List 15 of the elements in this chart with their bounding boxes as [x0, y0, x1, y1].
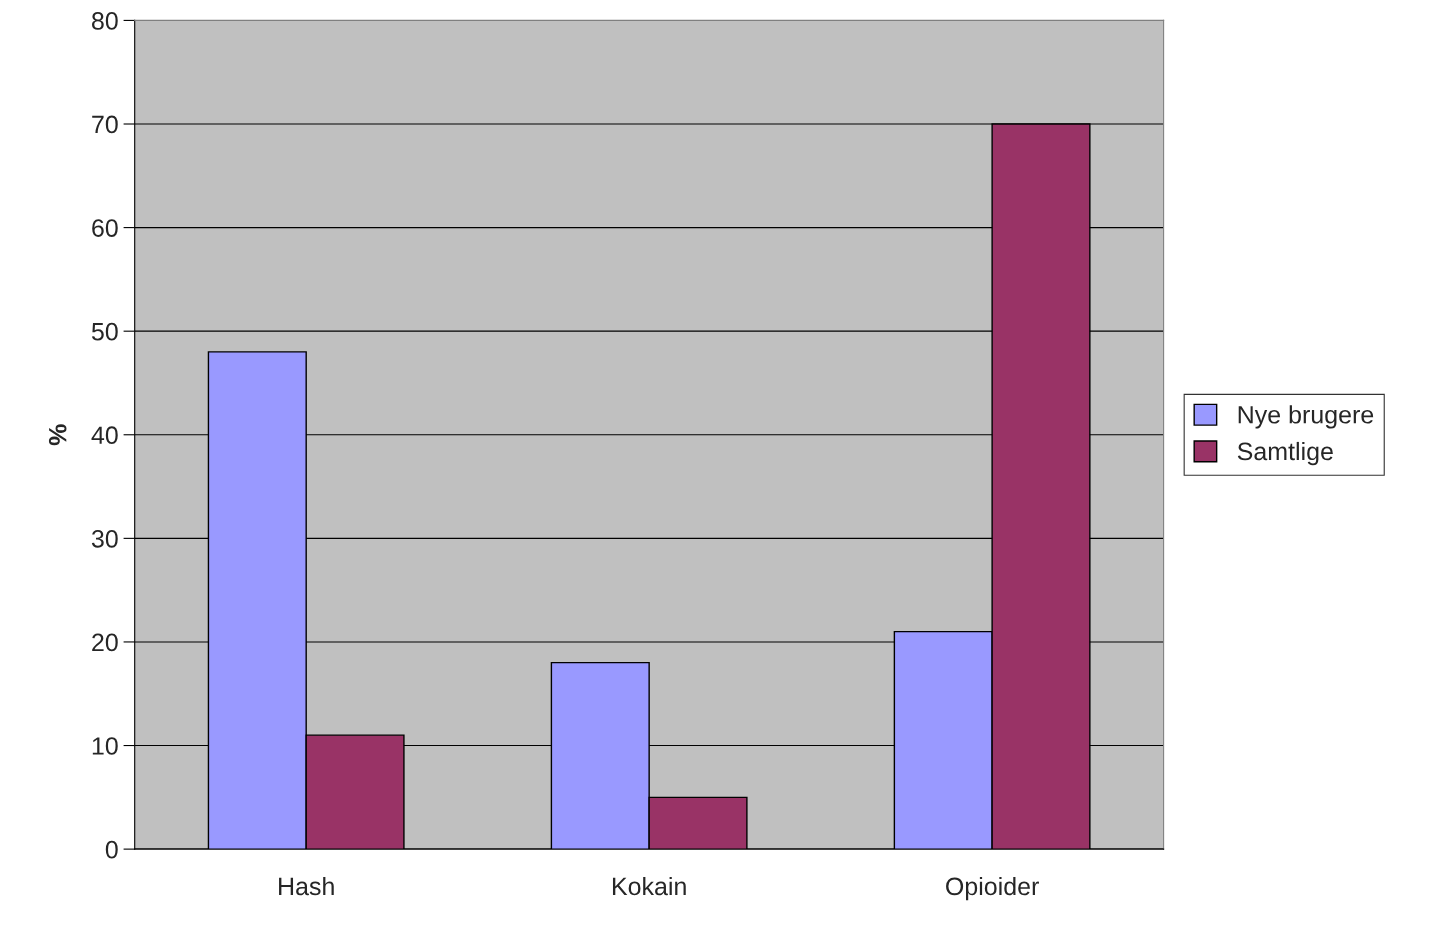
- x-tick-label: Hash: [279, 876, 334, 896]
- y-tick-label: 70: [92, 115, 118, 134]
- y-axis-title: %: [48, 424, 67, 446]
- y-tick-label: 50: [91, 322, 118, 341]
- legend-label: Nye brugere: [1238, 405, 1374, 429]
- y-tick-label: 30: [91, 529, 118, 548]
- x-tick-label: Opioider: [946, 876, 1039, 901]
- y-tick-label: 80: [92, 12, 118, 30]
- y-tick-label: 0: [105, 840, 118, 859]
- x-tick-label: Kokain: [612, 876, 686, 896]
- y-tick-label: 20: [92, 633, 118, 652]
- legend-label: Samtlige: [1237, 441, 1333, 466]
- y-tick-label: 10: [92, 737, 118, 755]
- y-tick-label: 40: [91, 426, 118, 445]
- y-tick-label: 60: [92, 219, 118, 237]
